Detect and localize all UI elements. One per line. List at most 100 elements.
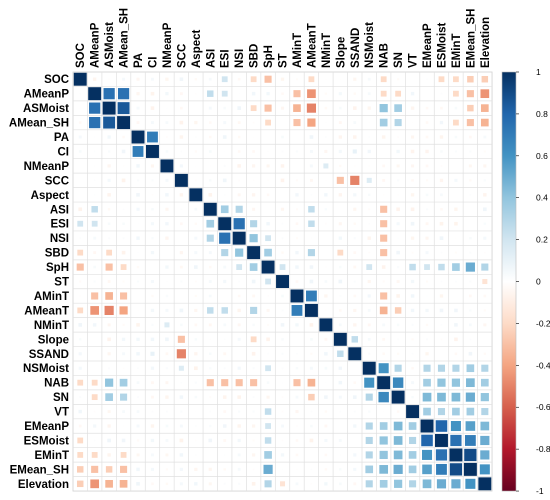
correlation-cell-NMinT-AMinT [295,323,299,327]
correlation-cell-NMeanP-Elevation [483,164,487,168]
correlation-cell-NMeanP-NSI [237,164,241,168]
correlation-cell-ST-VT [410,279,415,284]
correlation-cell-PA-PA [131,130,145,144]
correlation-cell-NMeanP-SN [396,164,400,168]
correlation-cell-EMean_SH-SCC [179,467,183,471]
correlation-cell-ST-NMeanP [166,280,168,283]
correlation-cell-EMeanP-SCC [179,424,183,428]
correlation-cell-ASMoist-CI [150,106,155,110]
correlation-cell-NAB-EMean_SH [466,378,475,388]
correlation-cell-CI-ASI [208,150,212,153]
correlation-cell-SBD-SSAND [353,251,357,254]
correlation-cell-SBD-Aspect [194,251,198,255]
correlation-cell-ASI-EMeanP [425,208,429,211]
correlation-cell-NMeanP-EMeanP [425,164,429,168]
correlation-cell-AMinT-Aspect [194,294,197,298]
correlation-cell-NSI-AMinT [295,237,298,240]
correlation-cell-AMinT-EMean_SH [469,294,472,298]
correlation-cell-Slope-NMinT [324,337,328,341]
correlation-cell-ESMoist-SCC [179,438,184,443]
correlation-cell-AMean_SH-NSMoist [368,122,370,124]
correlation-cell-AMean_SH-ESI [223,121,227,125]
correlation-cell-SN-EMean_SH [465,392,475,402]
correlation-cell-EMinT-Elevation [480,450,490,460]
correlation-cell-SOC-ASI [208,77,212,81]
row-label: NSI [50,233,69,245]
correlation-cell-NMinT-ASI [208,323,212,327]
correlation-cell-NSI-EMinT [455,237,457,239]
correlation-cell-NSMoist-SN [394,364,402,372]
correlation-cell-AMeanT-CI [150,308,155,313]
correlation-cell-NSI-SOC [79,237,82,240]
row-label: EMinT [35,450,70,462]
correlation-cell-NSI-ST [281,237,284,240]
correlation-cell-AMinT-VT [410,294,415,298]
correlation-cell-EMinT-Slope [339,454,341,456]
correlation-cell-ESMoist-EMean_SH [464,435,476,446]
correlation-cell-NMinT-SBD [252,323,255,327]
correlation-cell-SpH-NSI [236,264,243,270]
correlation-cell-SN-ST [281,396,284,398]
correlation-cell-PA-NSMoist [368,136,370,138]
correlation-cell-ASMoist-NSMoist [367,106,371,110]
correlation-cell-CI-ESI [224,151,226,152]
correlation-cell-Elevation-AMeanP [90,479,100,489]
correlation-cell-ST-AMean_SH [122,280,125,283]
correlation-cell-AMinT-SpH [267,295,269,297]
correlation-cell-ASMoist-SSAND [353,106,357,110]
correlation-cell-SN-CI [151,395,154,399]
colorbar-tick-label: 0.8 [536,109,548,119]
correlation-cell-SCC-AMeanT [309,178,313,182]
correlation-cell-SpH-AMeanP [93,265,96,269]
column-label: EMean_SH [465,9,477,68]
correlation-cell-ST-AMeanT [309,279,314,284]
correlation-cell-NAB-AMeanT [307,378,316,387]
correlation-cell-Elevation-AMinT [295,482,299,486]
column-label: ASI [205,49,217,68]
correlation-cell-ST-NSMoist [367,279,371,284]
correlation-cell-NMinT-NSI [237,323,241,327]
correlation-cell-SCC-SSAND [350,175,360,185]
correlation-cell-PA-ASI [209,135,212,139]
column-label: SOC [75,43,87,68]
row-label: ASMoist [23,103,69,115]
correlation-cell-AMean_SH-CI [151,121,154,125]
correlation-cell-VT-Elevation [481,408,489,416]
correlation-cell-CI-NSMoist [367,149,371,154]
correlation-cell-SBD-AMinT [295,250,299,255]
correlation-cell-EMeanP-NSI [237,424,241,428]
correlation-cell-AMean_SH-SpH [265,119,271,126]
correlation-cell-EMeanP-ESI [222,424,227,428]
correlation-cell-SSAND-CI [150,351,155,356]
correlation-cell-Slope-SN [397,338,399,341]
correlation-cell-ST-ASMoist [107,280,111,283]
correlation-cell-SCC-EMeanP [425,179,429,182]
correlation-cell-ESMoist-SOC [77,437,84,444]
correlation-cell-EMeanP-ESMoist [435,420,448,432]
correlation-cell-PA-SSAND [353,135,357,139]
correlation-cell-NSI-NSMoist [367,236,371,240]
correlation-cell-SOC-SCC [179,77,184,81]
correlation-cell-PA-ST [281,135,284,139]
correlation-cell-SOC-ESI [221,76,228,83]
correlation-cell-AMeanP-SBD [251,91,256,96]
correlation-cell-SBD-AMean_SH [121,250,126,255]
correlation-cell-Aspect-EMean_SH [469,194,472,196]
correlation-cell-SBD-ESMoist [440,251,443,254]
correlation-cell-VT-Slope [339,410,342,413]
correlation-cell-SN-NMeanP [165,395,169,399]
correlation-cell-AMeanP-AMeanT [307,89,316,99]
correlation-cell-NAB-AMean_SH [119,378,128,387]
correlation-cell-SCC-Slope [336,176,344,184]
column-label: EMeanP [422,23,434,68]
correlation-cell-Aspect-NSMoist [368,193,371,197]
correlation-cell-Elevation-SpH [264,480,272,488]
correlation-cell-ST-Elevation [482,279,488,285]
correlation-cell-ASMoist-EMinT [454,106,458,110]
correlation-cell-EMeanP-PA [136,424,140,428]
correlation-cell-SSAND-AMinT [296,352,298,355]
correlation-cell-VT-AMinT [295,410,299,414]
correlation-cell-NSI-SpH [265,235,271,242]
correlation-cell-ST-SpH [265,278,271,285]
